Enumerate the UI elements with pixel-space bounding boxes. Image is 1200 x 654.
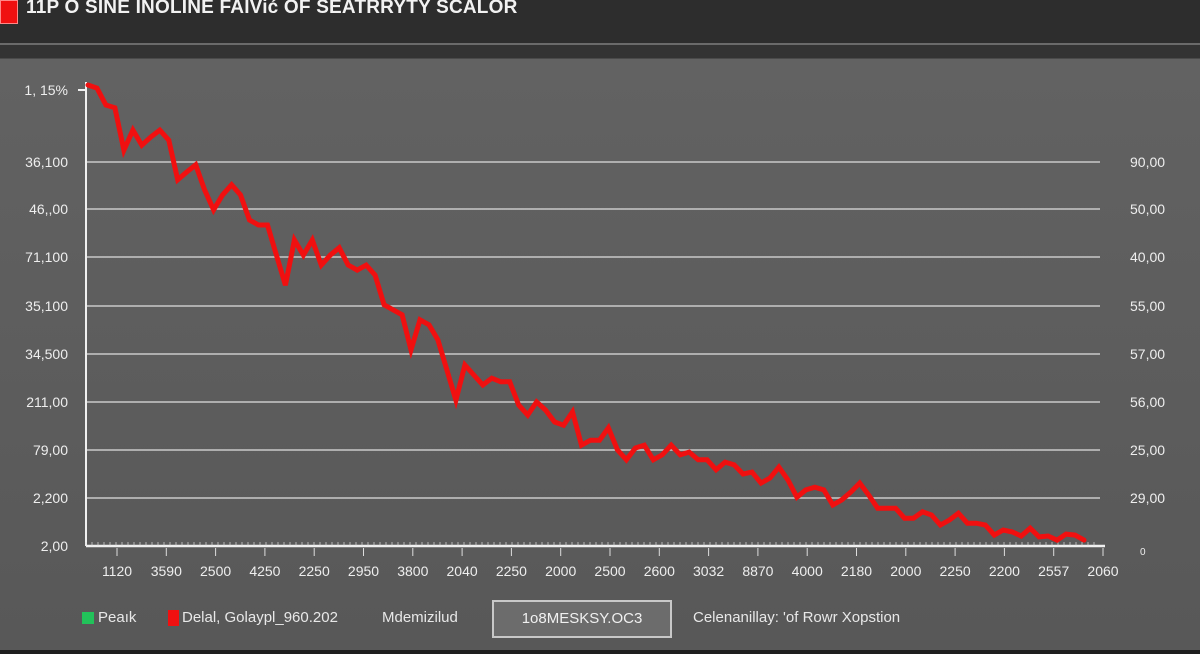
title-bar: 11P O SINE INOLINE FAIVić OF SEATRRYTY S… — [0, 0, 1200, 45]
y-tick-label-right: 0 — [1140, 547, 1146, 558]
x-tick-label: 4000 — [792, 563, 823, 579]
x-tick-label: 2500 — [200, 563, 231, 579]
chart-title: 11P O SINE INOLINE FAIVić OF SEATRRYTY S… — [26, 0, 518, 18]
x-tick-label: 8870 — [742, 563, 773, 579]
logo-icon — [0, 0, 18, 24]
x-tick-label: 2000 — [890, 563, 921, 579]
dataset-button[interactable]: 1o8MESKSY.OC3 — [492, 600, 672, 638]
x-tick-label: 4250 — [249, 563, 280, 579]
legend-label-peak: Peaık — [98, 609, 137, 626]
x-tick-label: 2600 — [644, 563, 675, 579]
y-tick-label-right: 56,00 — [1130, 394, 1165, 410]
x-tick-label: 3032 — [693, 563, 724, 579]
y-tick-label-left: 34,500 — [25, 346, 68, 362]
legend-note: Celenanillay: 'of Rowr Xopstion — [693, 609, 901, 626]
x-tick-label: 2180 — [841, 563, 872, 579]
x-tick-label: 3800 — [397, 563, 428, 579]
x-tick-label: 2200 — [989, 563, 1020, 579]
y-tick-label-left: 46,,00 — [29, 201, 68, 217]
y-tick-label-left: 36,100 — [25, 154, 68, 170]
y-tick-label-left: 71,100 — [25, 249, 68, 265]
legend-swatch-delal — [168, 610, 179, 626]
x-tick-label: 2950 — [348, 563, 379, 579]
legend-swatch-peak — [82, 612, 94, 624]
y-tick-label-right: 57,00 — [1130, 346, 1165, 362]
x-tick-label: 2000 — [545, 563, 576, 579]
y-tick-label-left: 2,200 — [33, 490, 68, 506]
y-tick-label-right: 50,00 — [1130, 201, 1165, 217]
legend-label-delal: Delal, Golaypl_960.202 — [182, 609, 338, 626]
x-tick-label: 2060 — [1087, 563, 1118, 579]
legend-extra-label: Mdemizilud — [382, 609, 458, 626]
x-tick-label: 2250 — [496, 563, 527, 579]
x-tick-label: 2250 — [299, 563, 330, 579]
y-tick-label-right: 25,00 — [1130, 442, 1165, 458]
x-tick-label: 2557 — [1038, 563, 1069, 579]
data-points — [87, 84, 1085, 541]
y-tick-label-left: 79,00 — [33, 442, 68, 458]
x-tick-label: 3590 — [151, 563, 182, 579]
y-tick-label-right: 29,00 — [1130, 490, 1165, 506]
footer-bar — [0, 650, 1200, 654]
series-line — [85, 82, 1087, 543]
y-tick-label-right: 90,00 — [1130, 154, 1165, 170]
y-tick-label-left: 211,00 — [26, 394, 68, 410]
toolbar-strip — [0, 45, 1200, 59]
y-tick-label-right: 40,00 — [1130, 249, 1165, 265]
legend: Peaık Delal, Golaypl_960.202 Mdemizilud … — [0, 606, 1200, 630]
y-tick-label-left: 35,100 — [25, 298, 68, 314]
x-tick-label: 2500 — [594, 563, 625, 579]
x-tick-label: 2250 — [940, 563, 971, 579]
y-tick-label-left: 1, 15% — [24, 82, 68, 98]
x-tick-label: 2040 — [447, 563, 478, 579]
x-tick-label: 1120 — [102, 563, 132, 579]
y-tick-label-right: 55,00 — [1130, 298, 1165, 314]
y-tick-label-left: 2,00 — [41, 538, 68, 554]
